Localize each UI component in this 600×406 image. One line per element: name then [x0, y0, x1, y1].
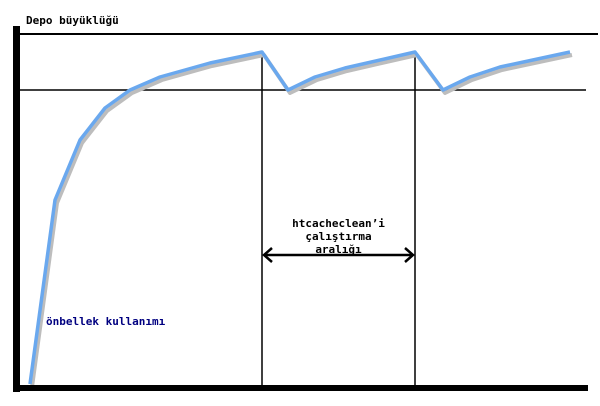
usage-curve [28, 50, 571, 385]
y-axis-title: Depo büyüklüğü [26, 14, 119, 27]
interval-label-line: htcacheclean’i [292, 217, 385, 230]
interval-label-line: aralığı [315, 243, 362, 256]
interval-arrow [262, 247, 415, 263]
curve-label: önbellek kullanımı [46, 315, 166, 328]
interval-label-line: çalıştırma [305, 230, 372, 243]
x-axis [13, 385, 588, 391]
interval-label: htcacheclean’i çalıştırma aralığı [262, 217, 415, 256]
y-axis [13, 26, 20, 392]
